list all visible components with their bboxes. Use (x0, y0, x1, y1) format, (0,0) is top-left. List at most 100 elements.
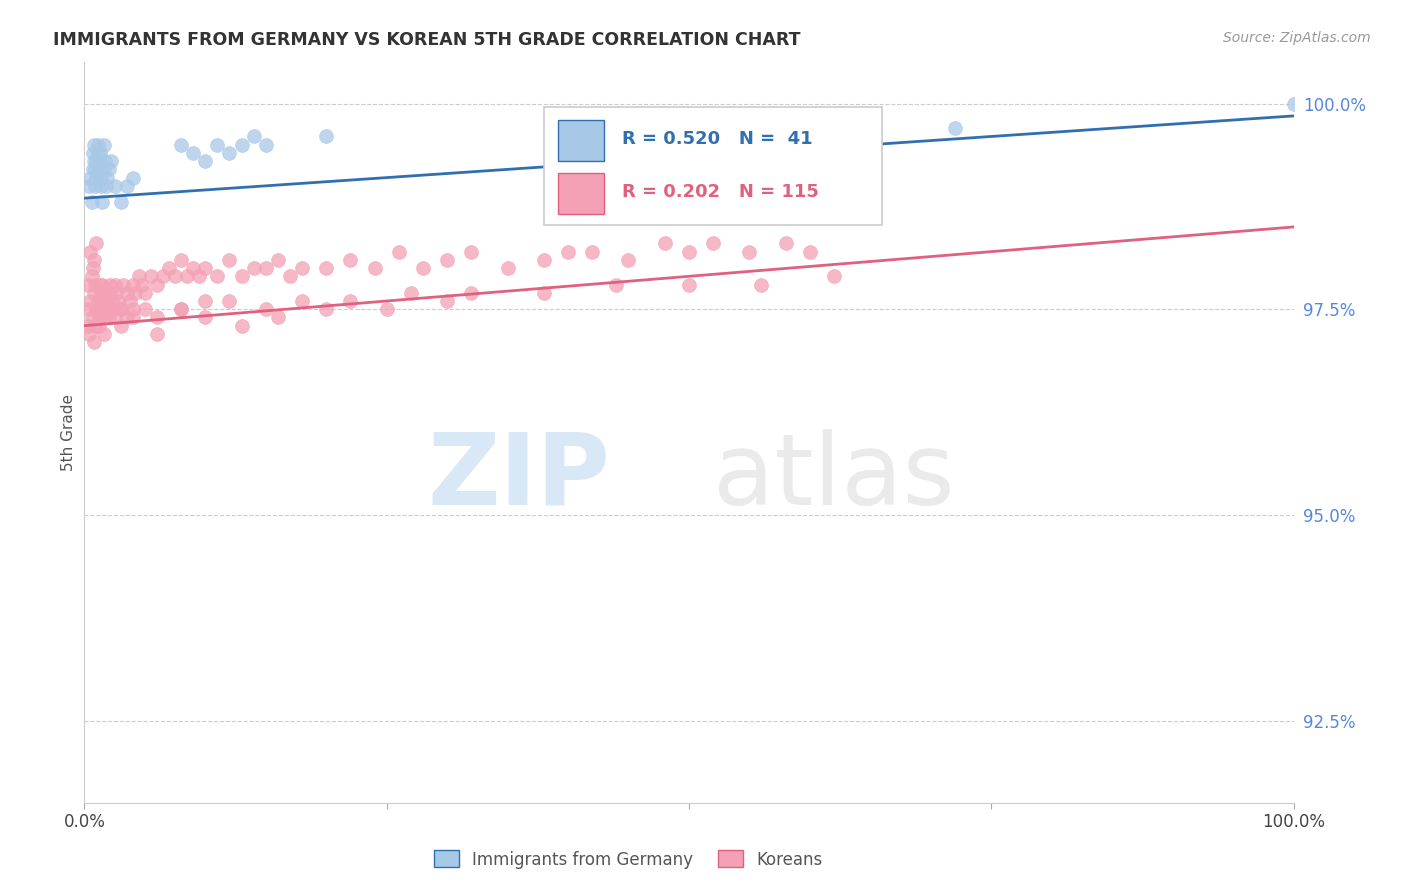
Point (87, 302, 110, 317)
Point (93, 137, 115, 152)
FancyBboxPatch shape (544, 107, 883, 226)
Point (110, 302, 132, 317)
Point (176, 269, 198, 284)
Point (98, 277, 121, 292)
Point (267, 310, 290, 325)
Point (93, 326, 115, 341)
Point (100, 154, 122, 169)
Text: R = 0.520   N =  41: R = 0.520 N = 41 (623, 129, 813, 148)
Point (77, 326, 100, 341)
Point (115, 285, 138, 300)
Point (799, 244, 821, 259)
Point (291, 293, 314, 308)
Point (110, 318, 132, 333)
Point (91, 293, 114, 308)
Point (128, 269, 150, 284)
Point (315, 129, 337, 144)
Point (104, 277, 127, 292)
Point (242, 129, 264, 144)
Point (207, 269, 229, 284)
Point (91, 277, 114, 292)
Point (131, 277, 153, 292)
Point (181, 261, 204, 276)
Point (87, 310, 110, 325)
Point (97, 285, 120, 300)
Point (121, 310, 143, 325)
Point (94, 154, 117, 169)
Point (188, 269, 211, 284)
Point (218, 252, 240, 267)
Point (702, 236, 724, 251)
Point (94, 302, 117, 317)
Point (96, 293, 118, 308)
Point (86, 154, 108, 169)
Point (90, 285, 112, 300)
Point (181, 145, 204, 160)
Point (581, 244, 603, 259)
Point (98, 302, 121, 317)
Point (121, 302, 143, 317)
Point (738, 244, 761, 259)
Point (77, 277, 100, 292)
Point (339, 293, 361, 308)
Point (218, 145, 240, 160)
Point (751, 277, 773, 292)
Point (146, 277, 169, 292)
Point (90, 178, 112, 193)
Point (207, 137, 229, 152)
Point (460, 285, 482, 300)
Point (339, 252, 361, 267)
Point (79, 170, 101, 185)
Point (254, 137, 277, 152)
Point (267, 252, 290, 267)
Point (412, 261, 434, 276)
Point (97, 162, 120, 177)
Point (86, 293, 108, 308)
Point (86, 170, 108, 185)
Point (112, 277, 135, 292)
Point (152, 269, 174, 284)
Point (94, 310, 117, 325)
Point (291, 261, 314, 276)
Point (533, 252, 555, 267)
Point (104, 178, 127, 193)
Text: R = 0.202   N = 115: R = 0.202 N = 115 (623, 183, 820, 201)
Point (97, 310, 120, 325)
Point (79, 293, 101, 308)
Point (86, 302, 108, 317)
Point (170, 302, 193, 317)
Point (278, 269, 301, 284)
Point (617, 252, 640, 267)
Point (254, 302, 277, 317)
Point (84, 318, 107, 333)
Point (231, 318, 253, 333)
Point (678, 277, 700, 292)
Point (91, 195, 114, 210)
Point (654, 236, 676, 251)
Point (94, 285, 117, 300)
Point (605, 277, 627, 292)
Text: ZIP: ZIP (427, 428, 610, 525)
Point (375, 302, 398, 317)
Point (943, 121, 966, 136)
Point (557, 244, 579, 259)
Point (83, 154, 105, 169)
Point (107, 293, 129, 308)
Point (87, 154, 110, 169)
Point (82, 162, 104, 177)
Point (157, 261, 180, 276)
Point (315, 302, 337, 317)
Point (86, 145, 108, 160)
Point (436, 252, 458, 267)
Point (82, 261, 104, 276)
Point (134, 302, 156, 317)
Point (388, 244, 411, 259)
Point (83, 285, 105, 300)
Text: IMMIGRANTS FROM GERMANY VS KOREAN 5TH GRADE CORRELATION CHART: IMMIGRANTS FROM GERMANY VS KOREAN 5TH GR… (53, 31, 801, 49)
Point (100, 302, 122, 317)
Point (194, 261, 217, 276)
Point (89, 145, 111, 160)
Point (121, 277, 143, 292)
Point (139, 269, 162, 284)
Point (104, 285, 127, 300)
